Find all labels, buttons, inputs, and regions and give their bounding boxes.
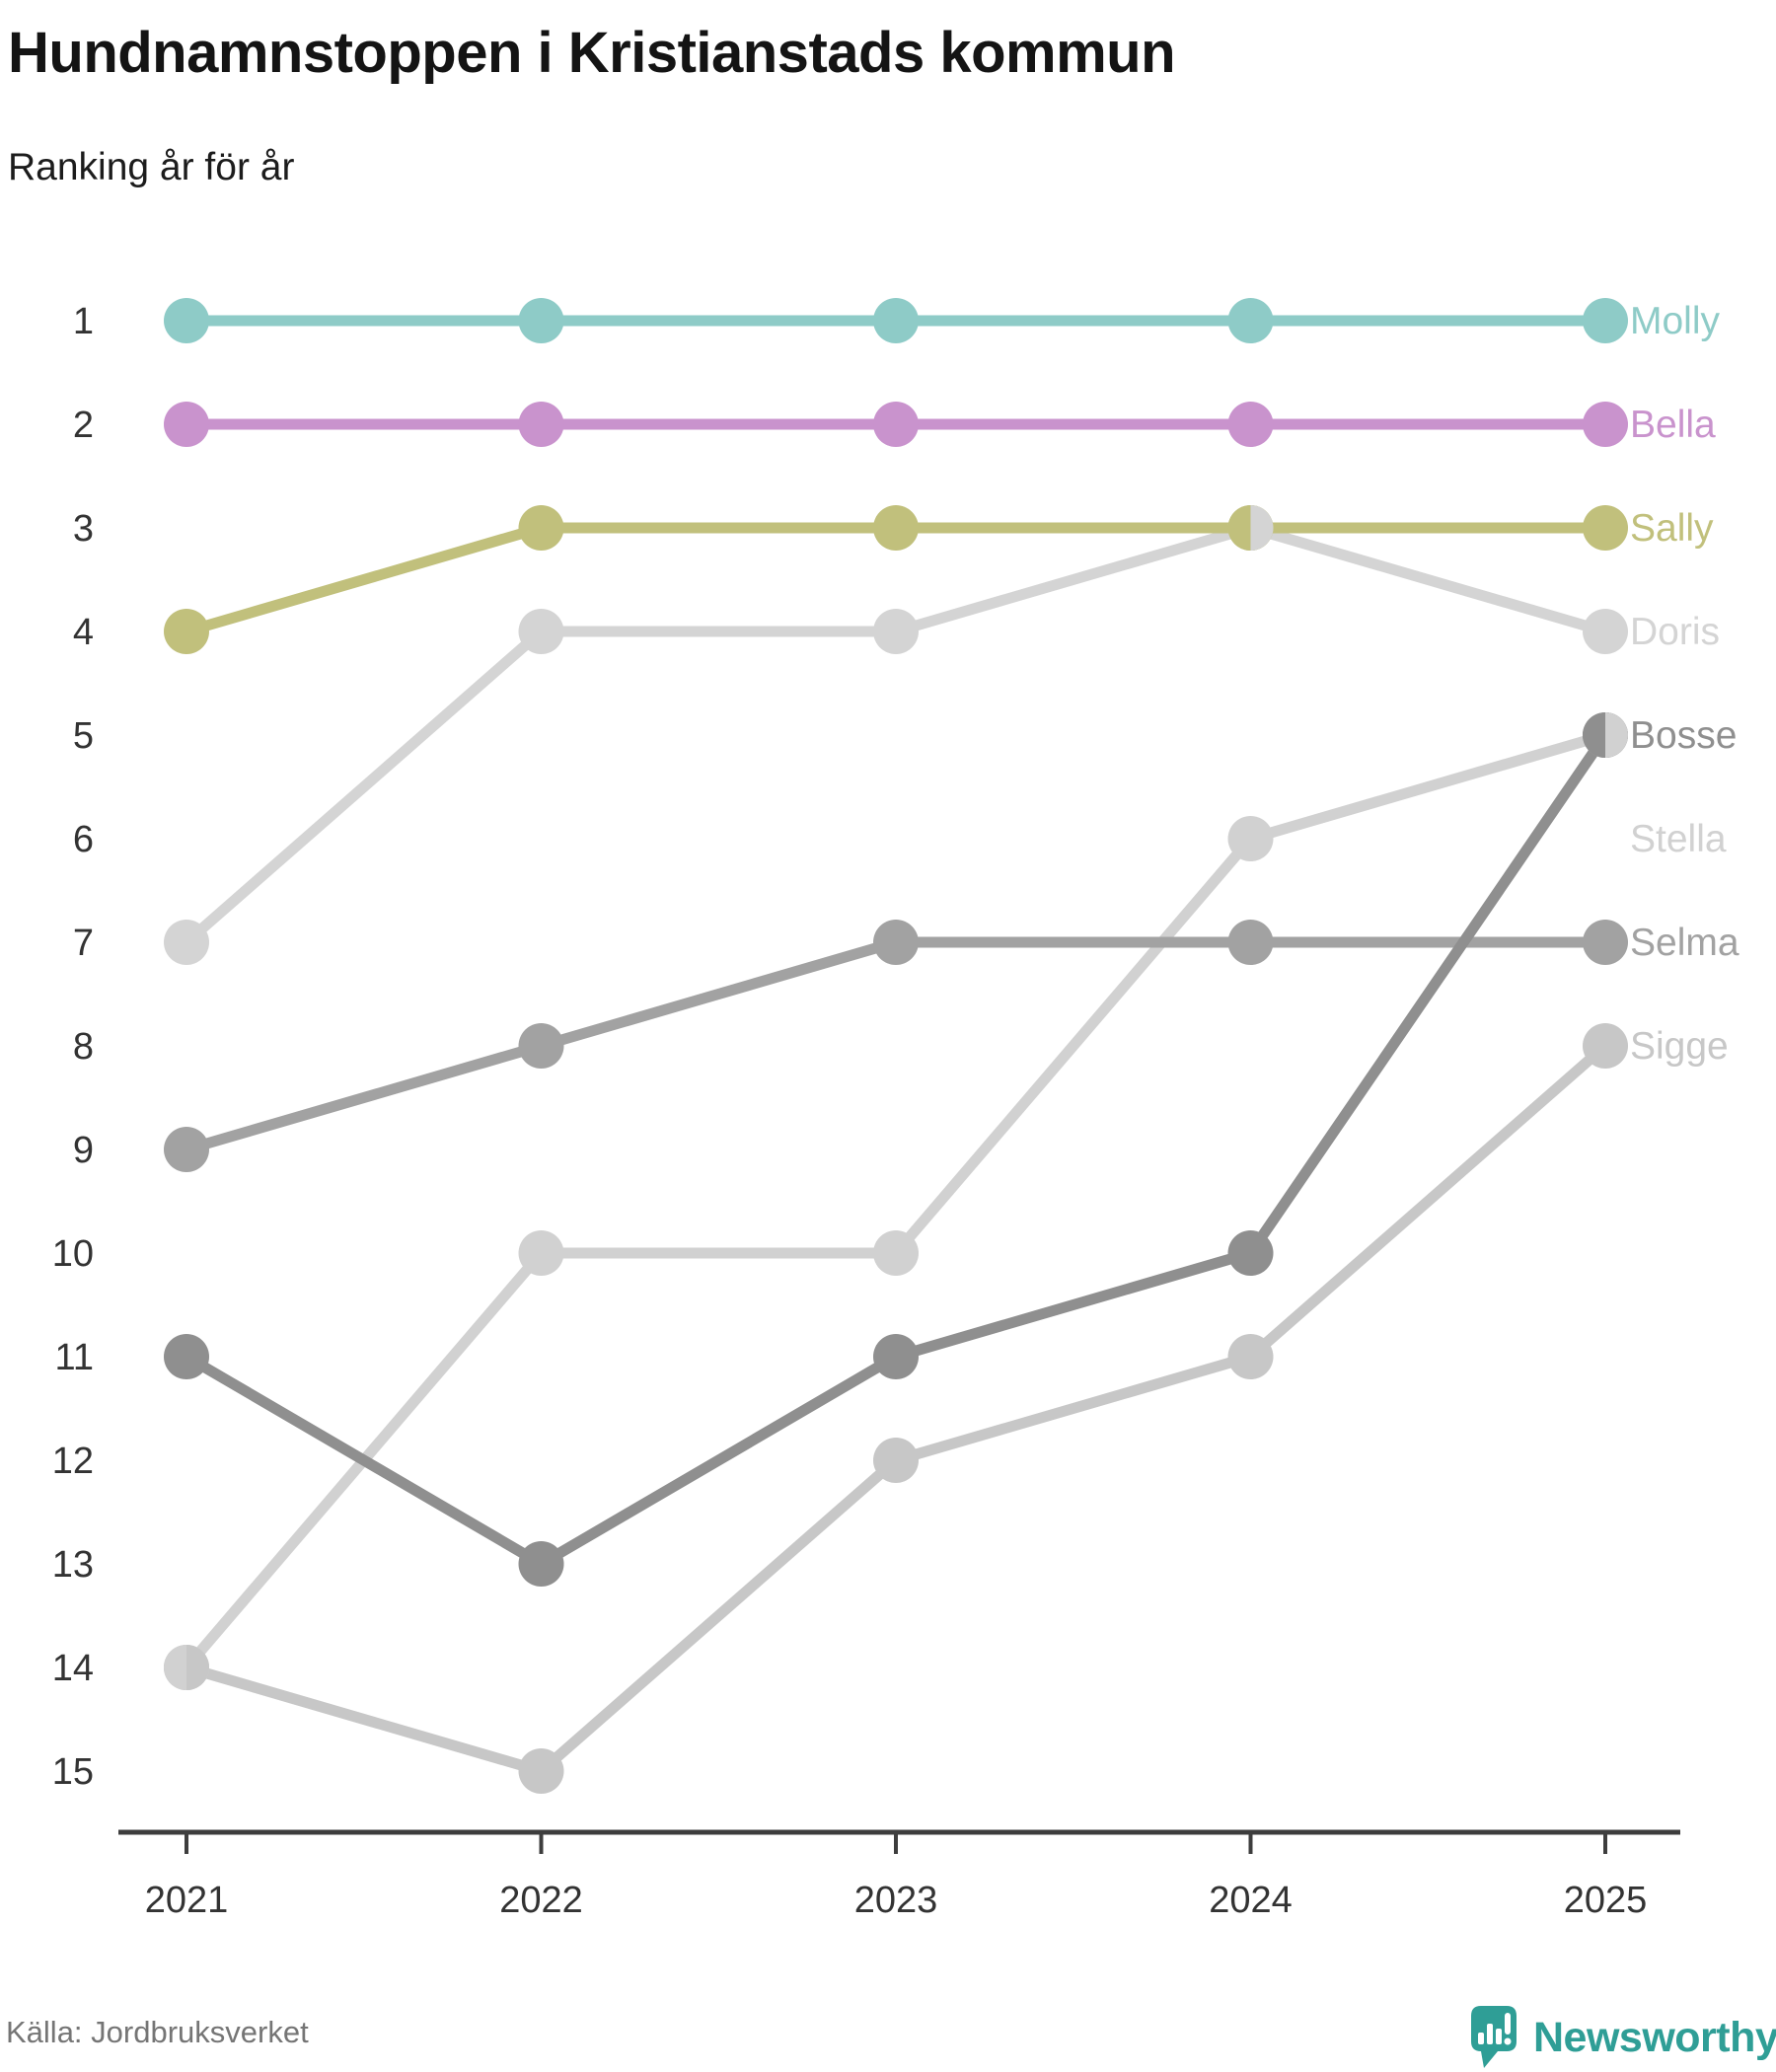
series-dot-molly-2024 <box>1227 298 1274 343</box>
rank-tick-label-7: 7 <box>73 923 94 964</box>
series-dot-sally-2022 <box>518 505 564 551</box>
rank-tick-label-14: 14 <box>52 1648 94 1689</box>
rank-tick-label-11: 11 <box>55 1337 94 1378</box>
x-axis-label-2025: 2025 <box>1564 1880 1648 1921</box>
series-dot-doris-2021 <box>164 920 209 965</box>
chart-title: Hundnamnstoppen i Kristianstads kommun <box>8 21 1176 85</box>
rank-tick-label-15: 15 <box>52 1751 94 1793</box>
tie-dot-right-sigge-2021 <box>186 1645 209 1690</box>
series-dot-bosse-2021 <box>164 1334 209 1379</box>
series-dot-molly-2021 <box>164 298 209 343</box>
rank-tick-label-6: 6 <box>73 819 94 860</box>
rank-tick-label-5: 5 <box>73 715 94 757</box>
series-label-bella: Bella <box>1630 404 1716 446</box>
series-label-stella: Stella <box>1630 818 1727 860</box>
rank-tick-label-12: 12 <box>52 1441 94 1482</box>
series-dot-bella-2024 <box>1227 402 1274 447</box>
series-dot-molly-2023 <box>873 298 919 343</box>
series-dot-sally-2025 <box>1583 505 1628 551</box>
series-dot-doris-2023 <box>873 609 919 654</box>
series-dot-sigge-2025 <box>1583 1023 1628 1069</box>
series-dot-bosse-2023 <box>873 1334 919 1379</box>
rank-tick-label-3: 3 <box>73 508 94 550</box>
series-dot-stella-2023 <box>873 1230 919 1276</box>
series-dot-bosse-2022 <box>518 1541 564 1587</box>
series-line-doris <box>183 522 1607 947</box>
series-dot-selma-2022 <box>518 1023 564 1069</box>
rank-tick-label-1: 1 <box>73 301 94 342</box>
source-note: Källa: Jordbruksverket <box>6 2015 309 2049</box>
series-label-bosse: Bosse <box>1630 714 1737 757</box>
series-dot-bella-2025 <box>1583 402 1628 447</box>
rank-tick-label-8: 8 <box>73 1026 94 1068</box>
series-dot-doris-2022 <box>518 609 564 654</box>
rank-tick-label-13: 13 <box>52 1544 94 1586</box>
series-dot-selma-2023 <box>873 920 919 965</box>
rank-tick-label-10: 10 <box>52 1233 94 1275</box>
rank-tick-label-9: 9 <box>73 1130 94 1171</box>
tie-dot-right-doris-2024 <box>1250 505 1274 551</box>
series-label-selma: Selma <box>1630 922 1739 964</box>
series-label-molly: Molly <box>1630 300 1721 342</box>
series-dot-bella-2023 <box>873 402 919 447</box>
x-axis-label-2022: 2022 <box>499 1880 583 1921</box>
series-dot-molly-2025 <box>1583 298 1628 343</box>
series-label-doris: Doris <box>1630 611 1720 653</box>
series-dot-molly-2022 <box>518 298 564 343</box>
tie-dot-right-stella-2025 <box>1605 712 1628 758</box>
series-dot-selma-2024 <box>1227 920 1274 965</box>
newsworthy-logo-icon <box>1471 2006 1517 2068</box>
x-axis-label-2021: 2021 <box>145 1880 229 1921</box>
series-line-sigge <box>185 1041 1609 1778</box>
series-label-sigge: Sigge <box>1630 1025 1729 1068</box>
x-axis-label-2024: 2024 <box>1209 1880 1293 1921</box>
brand-lockup: Newsworthy <box>1468 2003 1776 2072</box>
rank-tick-label-2: 2 <box>73 405 94 446</box>
series-dot-bella-2021 <box>164 402 209 447</box>
series-line-stella <box>182 729 1607 1671</box>
series-dot-sigge-2022 <box>518 1748 564 1794</box>
brand-wordmark: Newsworthy <box>1533 2013 1776 2061</box>
series-dot-stella-2024 <box>1227 816 1274 861</box>
chart-subtitle: Ranking år för år <box>8 146 295 188</box>
series-dot-sally-2021 <box>164 609 209 654</box>
series-dot-bella-2022 <box>518 402 564 447</box>
rank-tick-label-4: 4 <box>73 612 94 653</box>
series-label-sally: Sally <box>1630 507 1714 550</box>
series-dot-sigge-2024 <box>1227 1334 1274 1379</box>
series-dot-sigge-2023 <box>873 1438 919 1483</box>
x-axis-label-2023: 2023 <box>854 1880 938 1921</box>
series-dot-sally-2023 <box>873 505 919 551</box>
series-dot-bosse-2024 <box>1227 1230 1274 1276</box>
series-dot-stella-2022 <box>518 1230 564 1276</box>
series-dot-selma-2021 <box>164 1127 209 1172</box>
series-dot-doris-2025 <box>1583 609 1628 654</box>
series-dot-selma-2025 <box>1583 920 1628 965</box>
